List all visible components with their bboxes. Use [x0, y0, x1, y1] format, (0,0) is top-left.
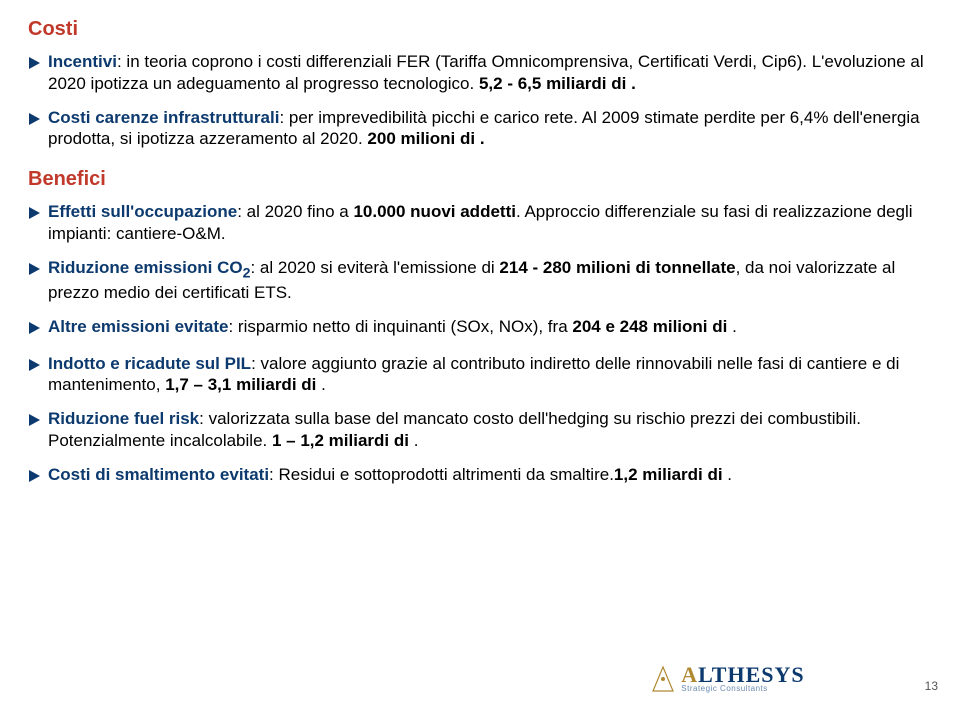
bullet-text: Costi carenze infrastrutturali: per impr… — [48, 107, 932, 151]
bullet-icon — [28, 356, 42, 378]
bullet-body: : al 2020 si eviterà l'emissione di — [250, 258, 499, 277]
bullet-body: . — [414, 431, 419, 450]
bullet-label: Costi carenze infrastrutturali — [48, 108, 279, 127]
bullet-item: Indotto e ricadute sul PIL: valore aggiu… — [28, 353, 932, 397]
bullet-icon — [28, 110, 42, 132]
bullet-icon — [28, 411, 42, 433]
bullet-item: Altre emissioni evitate: risparmio netto… — [28, 316, 932, 341]
bullet-arrow-icon — [28, 56, 42, 70]
bullet-text: Riduzione fuel risk: valorizzata sulla b… — [48, 408, 932, 452]
slide-content: Costi Incentivi: in teoria coprono i cos… — [0, 0, 960, 488]
bullet-bold: 204 e 248 milioni di — [572, 317, 732, 336]
costi-list: Incentivi: in teoria coprono i costi dif… — [28, 51, 932, 150]
bullet-body: . — [321, 375, 326, 394]
bullet-label: Altre emissioni evitate — [48, 317, 228, 336]
bullet-label: Effetti sull'occupazione — [48, 202, 237, 221]
bullet-arrow-icon — [28, 321, 42, 335]
bullet-label: Riduzione emissioni CO2 — [48, 258, 250, 277]
page-number: 13 — [925, 679, 938, 693]
bullet-icon — [28, 54, 42, 76]
bullet-text: Altre emissioni evitate: risparmio netto… — [48, 316, 932, 338]
bullet-text: Incentivi: in teoria coprono i costi dif… — [48, 51, 932, 95]
bullet-text: Riduzione emissioni CO2: al 2020 si evit… — [48, 257, 932, 304]
bullet-icon — [28, 260, 42, 282]
bullet-label: Costi di smaltimento evitati — [48, 465, 269, 484]
bullet-bold: 1,2 miliardi di — [614, 465, 727, 484]
bullet-label: Incentivi — [48, 52, 117, 71]
bullet-arrow-icon — [28, 206, 42, 220]
bullet-icon — [28, 319, 42, 341]
bullet-body: . — [732, 317, 737, 336]
bullet-text: Costi di smaltimento evitati: Residui e … — [48, 464, 932, 486]
bullet-item: Costi carenze infrastrutturali: per impr… — [28, 107, 932, 151]
bullet-item: Effetti sull'occupazione: al 2020 fino a… — [28, 201, 932, 245]
bullet-label: Indotto e ricadute sul PIL — [48, 354, 251, 373]
bullet-body: . — [727, 465, 732, 484]
bullet-arrow-icon — [28, 358, 42, 372]
bullet-label: Riduzione fuel risk — [48, 409, 199, 428]
logo: ALTHESYS Strategic Consultants — [651, 664, 804, 693]
bullet-arrow-icon — [28, 262, 42, 276]
bullet-bold: 1,7 – 3,1 miliardi di — [165, 375, 321, 394]
bullet-arrow-icon — [28, 413, 42, 427]
bullet-arrow-icon — [28, 112, 42, 126]
bullet-icon — [28, 467, 42, 489]
bullet-bold: 1 – 1,2 miliardi di — [272, 431, 414, 450]
footer: ALTHESYS Strategic Consultants 13 — [22, 664, 938, 693]
bullet-body: : Residui e sottoprodotti altrimenti da … — [269, 465, 614, 484]
bullet-body: : risparmio netto di inquinanti (SOx, NO… — [228, 317, 572, 336]
bullet-bold: 214 - 280 milioni di tonnellate — [499, 258, 735, 277]
bullet-item: Riduzione fuel risk: valorizzata sulla b… — [28, 408, 932, 452]
logo-text: ALTHESYS — [681, 664, 804, 686]
bullet-item: Costi di smaltimento evitati: Residui e … — [28, 464, 932, 489]
bullet-body: : al 2020 fino a — [237, 202, 353, 221]
benefici-list: Effetti sull'occupazione: al 2020 fino a… — [28, 201, 932, 488]
bullet-text: Indotto e ricadute sul PIL: valore aggiu… — [48, 353, 932, 397]
bullet-item: Incentivi: in teoria coprono i costi dif… — [28, 51, 932, 95]
bullet-arrow-icon — [28, 469, 42, 483]
bullet-bold: 10.000 nuovi addetti — [353, 202, 516, 221]
bullet-item: Riduzione emissioni CO2: al 2020 si evit… — [28, 257, 932, 304]
logo-icon — [651, 665, 675, 693]
bullet-icon — [28, 204, 42, 226]
bullet-text: Effetti sull'occupazione: al 2020 fino a… — [48, 201, 932, 245]
section-heading-costi: Costi — [28, 18, 932, 41]
section-heading-benefici: Benefici — [28, 168, 932, 191]
bullet-bold: 200 milioni di . — [367, 129, 484, 148]
bullet-bold: 5,2 - 6,5 miliardi di . — [479, 74, 636, 93]
